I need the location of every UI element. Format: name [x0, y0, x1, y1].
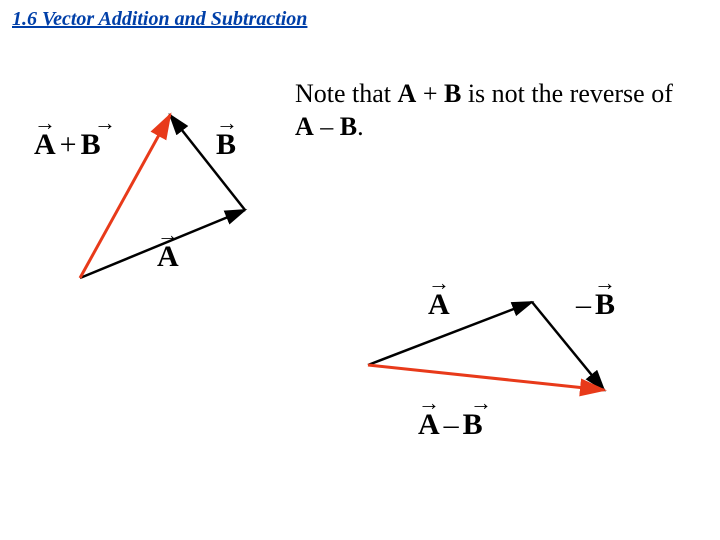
vector-arrow-icon: →	[94, 110, 116, 136]
note-A2: A	[295, 112, 314, 141]
vector-arrow-icon: →	[418, 390, 440, 416]
vector-arrow-icon: →	[216, 110, 238, 136]
note-period: .	[357, 112, 364, 141]
note-A1: A	[398, 79, 417, 108]
vector-arrow-icon: →	[428, 270, 450, 296]
label-AminusB: → A–→B	[418, 408, 483, 442]
note-B2: B	[340, 112, 357, 141]
label-negB-minus: –	[576, 288, 595, 321]
vector-arrow-icon: →	[594, 270, 616, 296]
label-negB: –→B	[576, 288, 615, 322]
label-B: → B	[216, 128, 236, 162]
vector-arrow-icon: →	[470, 390, 492, 416]
label-A: → A	[157, 240, 179, 274]
vector-A	[368, 302, 532, 365]
label-AplusB-plus: +	[56, 128, 81, 161]
vector-arrow-icon: →	[157, 222, 179, 248]
note-B1: B	[444, 79, 461, 108]
section-title: 1.6 Vector Addition and Subtraction	[12, 8, 307, 31]
label-A: → A	[428, 288, 450, 322]
label-AplusB: → A+→B	[34, 128, 101, 162]
diagram-subtraction	[340, 290, 680, 460]
note-pre: Note that	[295, 79, 398, 108]
label-AminusB-minus: –	[440, 408, 463, 441]
vector-arrow-icon: →	[34, 110, 56, 136]
vector-AminusB	[368, 365, 604, 390]
note-mid: is not the reverse of	[461, 79, 673, 108]
note-plus: +	[416, 79, 444, 108]
note-text: Note that A + B is not the reverse of A …	[295, 78, 695, 143]
note-minus: –	[314, 112, 340, 141]
